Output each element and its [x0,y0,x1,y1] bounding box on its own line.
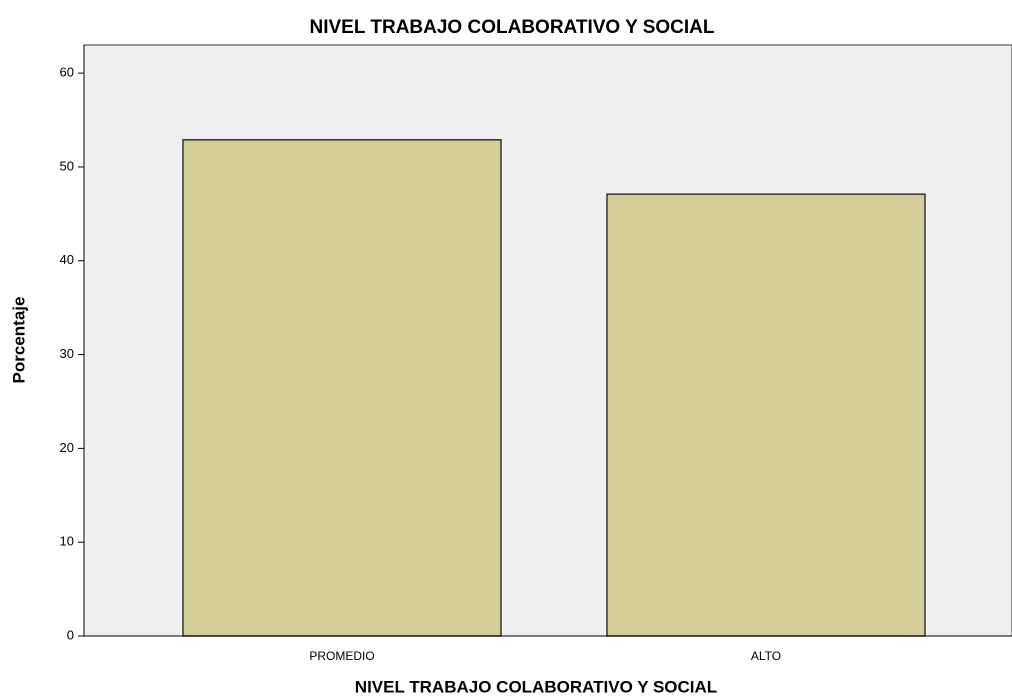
bar [182,138,502,637]
y-tick-label: 10 [60,534,74,549]
x-tick-label: ALTO [751,649,781,663]
y-tick-label: 50 [60,158,74,173]
y-tick-label: 20 [60,440,74,455]
y-tick-label: 0 [67,627,74,642]
y-tick-label: 40 [60,252,74,267]
bar [606,193,926,637]
x-tick-label: PROMEDIO [309,649,374,663]
x-axis-label: NIVEL TRABAJO COLABORATIVO Y SOCIAL [355,677,717,696]
y-axis-label: Porcentaje [9,297,28,384]
y-tick-label: 30 [60,346,74,361]
chart-title: NIVEL TRABAJO COLABORATIVO Y SOCIAL [309,17,714,38]
y-tick-label: 60 [60,65,74,80]
